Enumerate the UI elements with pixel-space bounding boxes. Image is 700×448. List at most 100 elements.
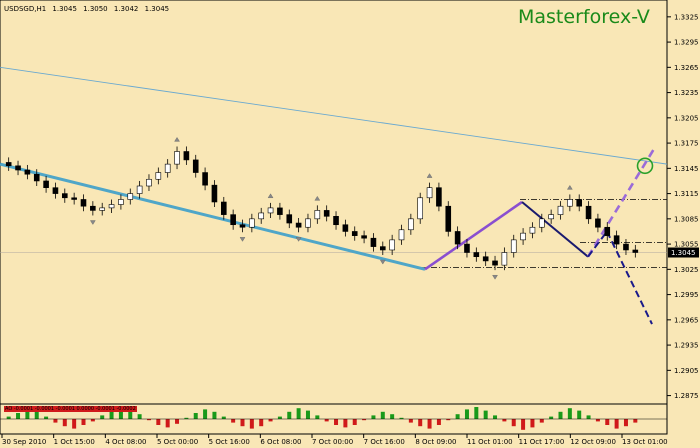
oscillator-bar bbox=[203, 409, 208, 419]
oscillator-bar bbox=[493, 415, 498, 419]
fractal-markers bbox=[89, 137, 573, 280]
candle-body bbox=[585, 205, 592, 220]
candle-body bbox=[408, 218, 414, 231]
candle-body bbox=[389, 239, 395, 251]
oscillator-bar bbox=[362, 419, 367, 421]
oscillator-bar bbox=[539, 419, 544, 423]
oscillator-bar bbox=[156, 419, 161, 425]
candle-body bbox=[90, 205, 96, 211]
price-axis: 1.3325 1.3295 1.3265 1.3235 1.3205 1.3175 1.31… bbox=[0, 13, 699, 400]
projection-up-line bbox=[586, 146, 657, 258]
fractal-down-marker bbox=[379, 259, 386, 265]
candle-body bbox=[71, 197, 77, 200]
fractal-down-marker bbox=[89, 220, 96, 225]
price-tick-label: 1.3025 bbox=[674, 266, 699, 274]
candle-body bbox=[342, 224, 349, 232]
fractal-up-marker bbox=[314, 195, 321, 201]
lower-trendline bbox=[0, 162, 426, 271]
oscillator-bar bbox=[305, 410, 310, 419]
candle-body bbox=[108, 204, 115, 209]
oscillator-bar bbox=[137, 414, 142, 419]
candle-body bbox=[379, 246, 386, 251]
candle-body bbox=[538, 218, 545, 228]
fractal-down-marker bbox=[295, 237, 302, 242]
target-circle bbox=[636, 157, 654, 175]
price-tick-label: 1.3145 bbox=[674, 165, 699, 173]
oscillator-bar bbox=[315, 415, 320, 419]
oscillator-bar bbox=[334, 419, 339, 425]
oscillator-bar bbox=[446, 419, 451, 421]
brand-watermark: Masterforex-V bbox=[518, 6, 650, 28]
current-price-box bbox=[668, 247, 699, 258]
price-tick-label: 1.3235 bbox=[674, 89, 699, 97]
current-price-label: 1.3045 bbox=[671, 249, 696, 257]
oscillator-bar bbox=[464, 409, 469, 419]
oscillator-bar bbox=[165, 419, 170, 428]
time-tick-label: 5 Oct 00:00 bbox=[157, 438, 198, 446]
oscillator-bar bbox=[53, 419, 58, 423]
oscillator-bar bbox=[633, 419, 638, 423]
candle-body bbox=[220, 201, 227, 215]
candle-body bbox=[230, 214, 236, 226]
candle-body bbox=[295, 222, 302, 228]
price-tick-label: 1.3295 bbox=[674, 39, 699, 47]
candle-body bbox=[164, 163, 171, 173]
oscillator-bar bbox=[436, 419, 441, 425]
candle-body bbox=[127, 193, 134, 200]
oscillator-bar bbox=[287, 411, 292, 419]
time-tick-label: 4 Oct 08:00 bbox=[105, 438, 146, 446]
candle-body bbox=[286, 214, 293, 224]
candle-body bbox=[249, 218, 255, 228]
candle-body bbox=[492, 260, 498, 266]
oscillator-bar bbox=[6, 416, 11, 419]
candle-body bbox=[314, 210, 321, 220]
candle-body bbox=[454, 231, 461, 245]
candle-body bbox=[80, 199, 87, 207]
oscillator-bar bbox=[614, 419, 619, 429]
oscillator-bar bbox=[352, 419, 357, 425]
oscillator-bar bbox=[296, 408, 301, 419]
oscillator-bar bbox=[521, 419, 526, 430]
oscillator-bar bbox=[577, 410, 582, 419]
candle-body bbox=[5, 162, 12, 167]
oscillator-bars bbox=[0, 407, 667, 430]
oscillator-bar bbox=[380, 411, 385, 419]
fractal-up-marker bbox=[426, 173, 433, 178]
symbol-header: USDSGD,H1 1.3045 1.3050 1.3042 1.3045 bbox=[4, 5, 173, 13]
oscillator-bar bbox=[324, 419, 329, 422]
oscillator-bar bbox=[483, 410, 488, 419]
candle-body bbox=[351, 231, 358, 236]
oscillator-bar bbox=[455, 414, 460, 419]
oscillator-bar bbox=[118, 408, 123, 419]
drawing-tools[interactable] bbox=[0, 66, 668, 325]
candle-body bbox=[211, 184, 218, 203]
price-tick-label: 1.3055 bbox=[674, 241, 699, 249]
candle-body bbox=[118, 199, 124, 205]
time-tick-label: 7 Oct 16:00 bbox=[364, 438, 405, 446]
oscillator-bar bbox=[109, 410, 114, 419]
candle-body bbox=[258, 212, 265, 220]
candle-body bbox=[361, 235, 367, 239]
oscillator-bar bbox=[530, 419, 535, 428]
projection-down-line bbox=[606, 231, 653, 325]
candle-body bbox=[510, 239, 517, 253]
oscillator-bar bbox=[343, 419, 348, 428]
candle-body bbox=[576, 199, 583, 207]
candle-body bbox=[192, 159, 199, 173]
oscillator-bar bbox=[175, 419, 180, 424]
price-tick-label: 1.3325 bbox=[674, 13, 699, 21]
oscillator-bar bbox=[25, 409, 30, 419]
oscillator-bar bbox=[72, 419, 77, 429]
oscillator-bar bbox=[418, 419, 423, 427]
candle-body bbox=[604, 226, 611, 236]
oscillator-bar bbox=[128, 410, 133, 419]
oscillator-bar bbox=[623, 419, 628, 427]
oscillator-bar bbox=[277, 416, 282, 419]
candle-body bbox=[613, 235, 620, 245]
projection-down-line bbox=[587, 230, 608, 258]
oscillator-bar bbox=[62, 419, 67, 427]
price-tick-label: 1.3085 bbox=[674, 215, 699, 223]
oscillator-bar bbox=[549, 416, 554, 419]
